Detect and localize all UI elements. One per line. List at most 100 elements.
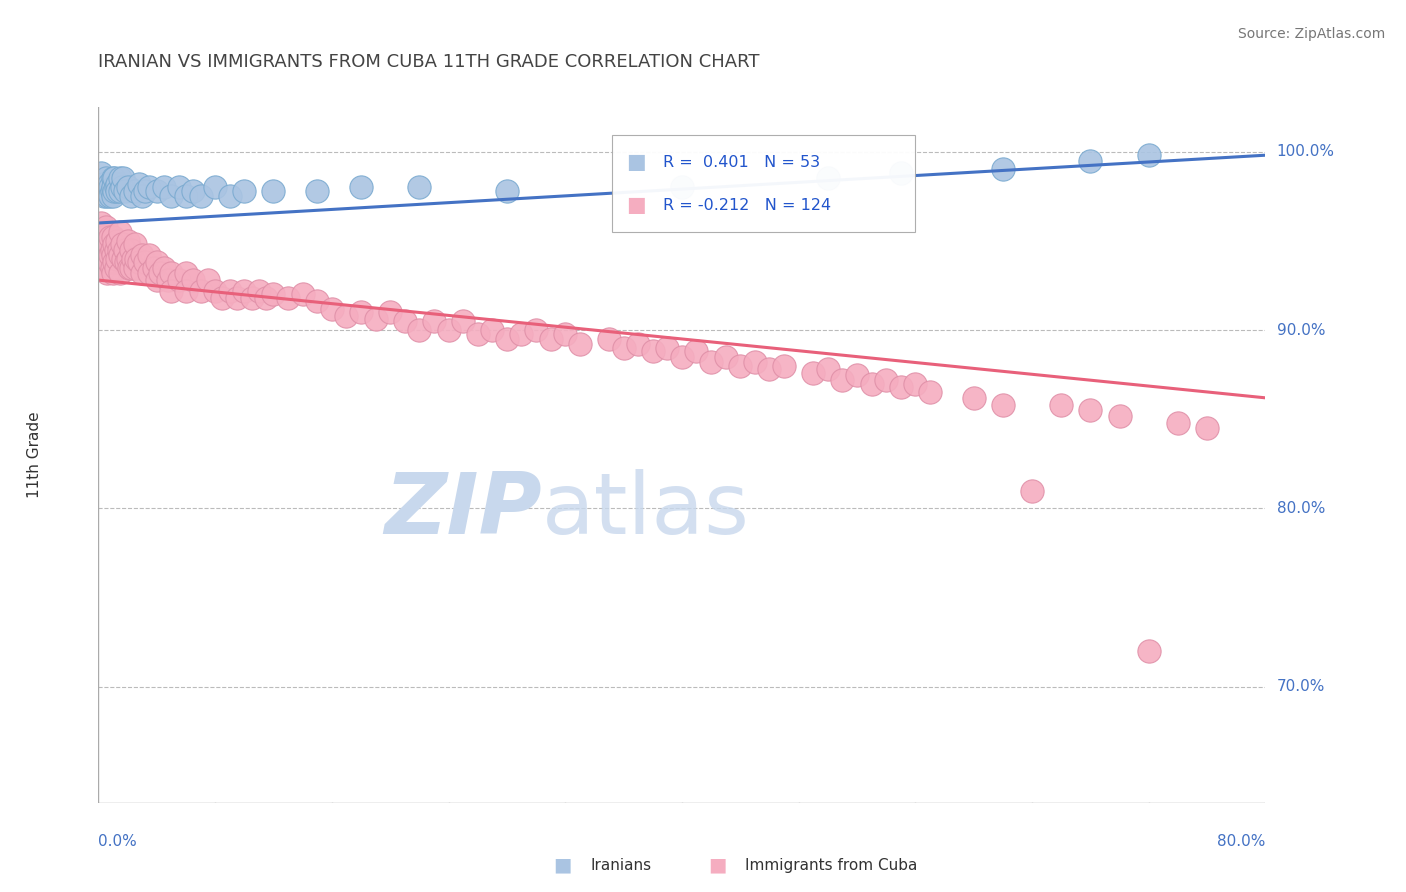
Point [104,180,127,194]
Point [98,180,121,194]
Point [118,260,141,275]
Point [117,180,139,194]
Point [991,162,1014,177]
Point [801,366,824,380]
Point [437,323,460,337]
Text: Immigrants from Cuba: Immigrants from Cuba [745,858,918,872]
Point [568,337,591,351]
Point [1080,153,1102,168]
Point [627,337,650,351]
Point [831,373,853,387]
Point [181,273,204,287]
Point [350,180,373,194]
Point [262,184,284,198]
Point [104,260,127,275]
Point [307,184,329,198]
Text: ZIP: ZIP [384,469,541,552]
Point [254,291,277,305]
Point [408,323,430,337]
Point [93,230,115,244]
Point [111,237,134,252]
Text: ■: ■ [626,153,645,172]
Point [160,284,183,298]
Point [181,184,204,198]
Point [262,287,284,301]
Point [773,359,796,373]
Point [93,184,115,198]
Point [174,266,197,280]
Point [112,252,135,266]
Point [93,189,115,203]
Point [98,248,121,262]
Point [104,243,127,257]
Text: 11th Grade: 11th Grade [27,411,42,499]
Point [117,252,139,266]
Point [111,180,134,194]
Point [890,166,912,180]
Point [174,189,197,203]
Point [131,189,153,203]
Point [103,184,125,198]
Point [120,260,142,275]
Point [114,184,136,198]
Point [226,291,249,305]
Point [93,243,115,257]
Point [97,237,120,252]
Point [91,252,114,266]
Point [378,305,402,319]
Point [335,309,357,323]
Point [495,184,517,198]
Point [90,216,112,230]
Point [744,355,766,369]
Point [1195,421,1218,435]
Point [481,323,503,337]
Text: 80.0%: 80.0% [1277,501,1324,516]
Point [204,284,226,298]
Point [233,184,256,198]
Point [1137,644,1160,658]
Point [685,344,707,359]
Point [105,177,128,191]
Point [96,189,118,203]
Point [321,301,343,316]
Point [598,332,620,346]
Text: R = -0.212   N = 124: R = -0.212 N = 124 [664,197,831,212]
Point [423,314,446,328]
Point [153,180,176,194]
FancyBboxPatch shape [612,135,915,232]
Point [157,273,180,287]
Point [105,252,128,266]
Point [101,189,124,203]
Point [167,180,190,194]
Point [211,291,233,305]
Point [247,284,270,298]
Point [197,273,219,287]
Point [98,189,121,203]
Point [160,266,183,280]
Point [146,273,169,287]
Text: 90.0%: 90.0% [1277,323,1324,337]
Point [100,243,122,257]
Point [138,180,160,194]
Point [204,180,226,194]
Point [190,189,212,203]
Point [218,189,240,203]
Point [510,326,533,341]
Point [96,266,118,280]
Point [524,323,547,337]
Point [103,255,125,269]
Point [540,332,562,346]
Point [93,260,115,275]
Text: 80.0%: 80.0% [1218,834,1265,849]
Point [307,294,329,309]
Point [110,171,132,186]
Point [962,391,984,405]
Point [122,252,145,266]
Point [146,255,169,269]
Point [174,284,197,298]
Point [495,332,517,346]
Point [1108,409,1130,423]
Point [110,184,132,198]
Text: Source: ZipAtlas.com: Source: ZipAtlas.com [1237,27,1385,41]
Point [117,234,139,248]
